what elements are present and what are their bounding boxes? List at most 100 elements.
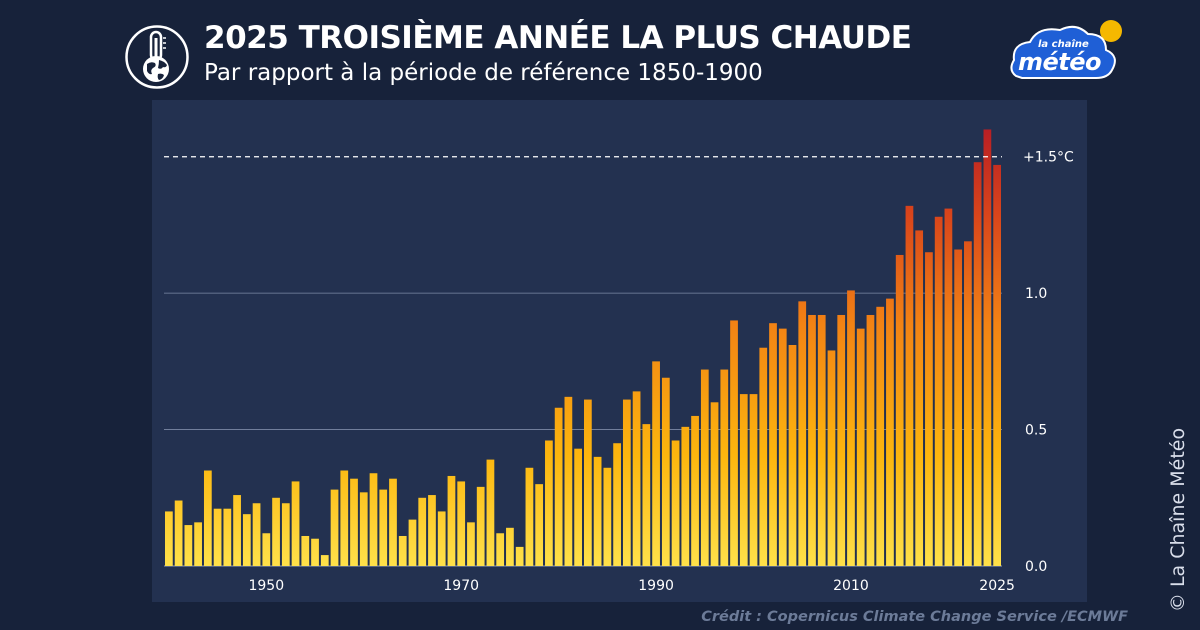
logo-line1: la chaîne — [1038, 38, 1089, 50]
bar-1950 — [262, 533, 271, 566]
bar-2007 — [817, 314, 826, 566]
bar-2008 — [827, 350, 836, 566]
bar-1952 — [281, 503, 290, 566]
temperature-anomaly-chart: +1.5°C 0.0 0.5 1.0 1950 1970 1990 2010 2025 — [164, 129, 1074, 594]
bars — [165, 129, 1001, 567]
watermark-text: © La Chaîne Météo — [1167, 427, 1189, 613]
threshold-label: +1.5°C — [1023, 150, 1074, 166]
bar-1947 — [233, 495, 241, 566]
bar-2024 — [983, 129, 992, 566]
bar-2006 — [808, 314, 816, 566]
bar-2017 — [915, 230, 924, 566]
bar-1955 — [311, 538, 319, 566]
y-tick-label: 0.0 — [1025, 559, 1047, 575]
bar-1949 — [252, 503, 261, 566]
bar-1976 — [515, 546, 524, 566]
bar-2018 — [925, 252, 933, 567]
bar-2015 — [895, 254, 904, 567]
bar-1954 — [301, 535, 310, 566]
x-tick-label: 1950 — [248, 578, 284, 594]
bar-1975 — [506, 527, 514, 566]
bar-1992 — [671, 440, 680, 566]
bar-1943 — [194, 522, 202, 566]
bar-1960 — [359, 492, 368, 566]
bar-1970 — [457, 481, 466, 566]
bar-1964 — [398, 535, 407, 566]
y-tick-label: 1.0 — [1025, 286, 1047, 302]
bar-1957 — [330, 489, 339, 566]
bar-1962 — [379, 489, 388, 566]
bar-1966 — [418, 497, 427, 566]
x-tick-label: 2025 — [979, 578, 1015, 594]
bar-1965 — [408, 519, 417, 566]
y-tick-label: 0.5 — [1025, 423, 1047, 439]
chart-panel: +1.5°C 0.0 0.5 1.0 1950 1970 1990 2010 2025 — [152, 100, 1087, 602]
bar-2005 — [798, 301, 807, 566]
bar-2009 — [837, 314, 846, 566]
bar-1951 — [272, 497, 280, 566]
bar-1963 — [389, 478, 397, 566]
bar-1983 — [584, 399, 592, 566]
bar-2013 — [876, 306, 885, 566]
bar-2021 — [954, 249, 963, 567]
bar-2014 — [886, 298, 894, 566]
bar-2019 — [934, 216, 943, 566]
bar-1958 — [340, 470, 349, 566]
x-tick-label: 1970 — [443, 578, 479, 594]
bar-1973 — [486, 459, 495, 566]
bar-1974 — [496, 533, 505, 566]
la-chaine-meteo-logo: la chaîne météo — [1010, 20, 1122, 79]
bar-1999 — [739, 394, 748, 566]
bar-1987 — [622, 399, 631, 566]
bar-1971 — [467, 522, 475, 566]
bar-1988 — [632, 391, 641, 566]
bar-1996 — [710, 402, 719, 566]
bar-1990 — [652, 361, 660, 566]
bar-1942 — [184, 525, 193, 566]
bar-1969 — [447, 475, 456, 566]
bar-2004 — [788, 345, 797, 566]
bar-1953 — [291, 481, 300, 566]
bar-1978 — [535, 484, 544, 566]
bar-1944 — [203, 470, 212, 566]
bar-1972 — [476, 486, 485, 566]
page-subtitle: Par rapport à la période de référence 18… — [204, 60, 763, 86]
bar-1984 — [593, 456, 602, 566]
bar-1940 — [165, 511, 173, 566]
bar-1980 — [554, 407, 563, 566]
bar-1948 — [242, 514, 251, 566]
y-axis: 0.0 0.5 1.0 — [1025, 286, 1047, 575]
bar-1959 — [350, 478, 358, 566]
bar-2025 — [993, 164, 1001, 566]
bar-1997 — [720, 369, 729, 566]
bar-1945 — [213, 508, 222, 566]
bar-2012 — [866, 314, 875, 566]
bar-2011 — [856, 328, 865, 566]
x-tick-label: 1990 — [638, 578, 674, 594]
bar-1946 — [223, 508, 232, 566]
bar-1967 — [428, 495, 436, 566]
bar-1989 — [642, 424, 651, 566]
bar-1998 — [730, 320, 738, 566]
bar-2016 — [905, 205, 914, 566]
thermometer-globe-icon — [125, 25, 189, 89]
bar-1982 — [574, 448, 582, 566]
bar-1986 — [613, 443, 621, 566]
bar-2003 — [778, 328, 787, 566]
bar-1961 — [369, 473, 378, 566]
bar-1981 — [564, 396, 573, 566]
bar-1993 — [681, 426, 690, 566]
bar-2000 — [749, 394, 758, 566]
bar-2010 — [847, 290, 855, 566]
threshold: +1.5°C — [164, 150, 1074, 166]
bar-1977 — [525, 467, 534, 566]
x-axis: 1950 1970 1990 2010 2025 — [248, 578, 1014, 594]
bar-2002 — [769, 323, 777, 566]
bar-1968 — [437, 511, 446, 566]
bar-2023 — [973, 162, 982, 566]
bar-2020 — [944, 208, 953, 566]
grid-lines — [164, 292, 1002, 567]
credit-text: Crédit : Copernicus Climate Change Servi… — [701, 609, 1128, 625]
bar-1991 — [661, 377, 670, 566]
bar-1994 — [691, 415, 699, 566]
